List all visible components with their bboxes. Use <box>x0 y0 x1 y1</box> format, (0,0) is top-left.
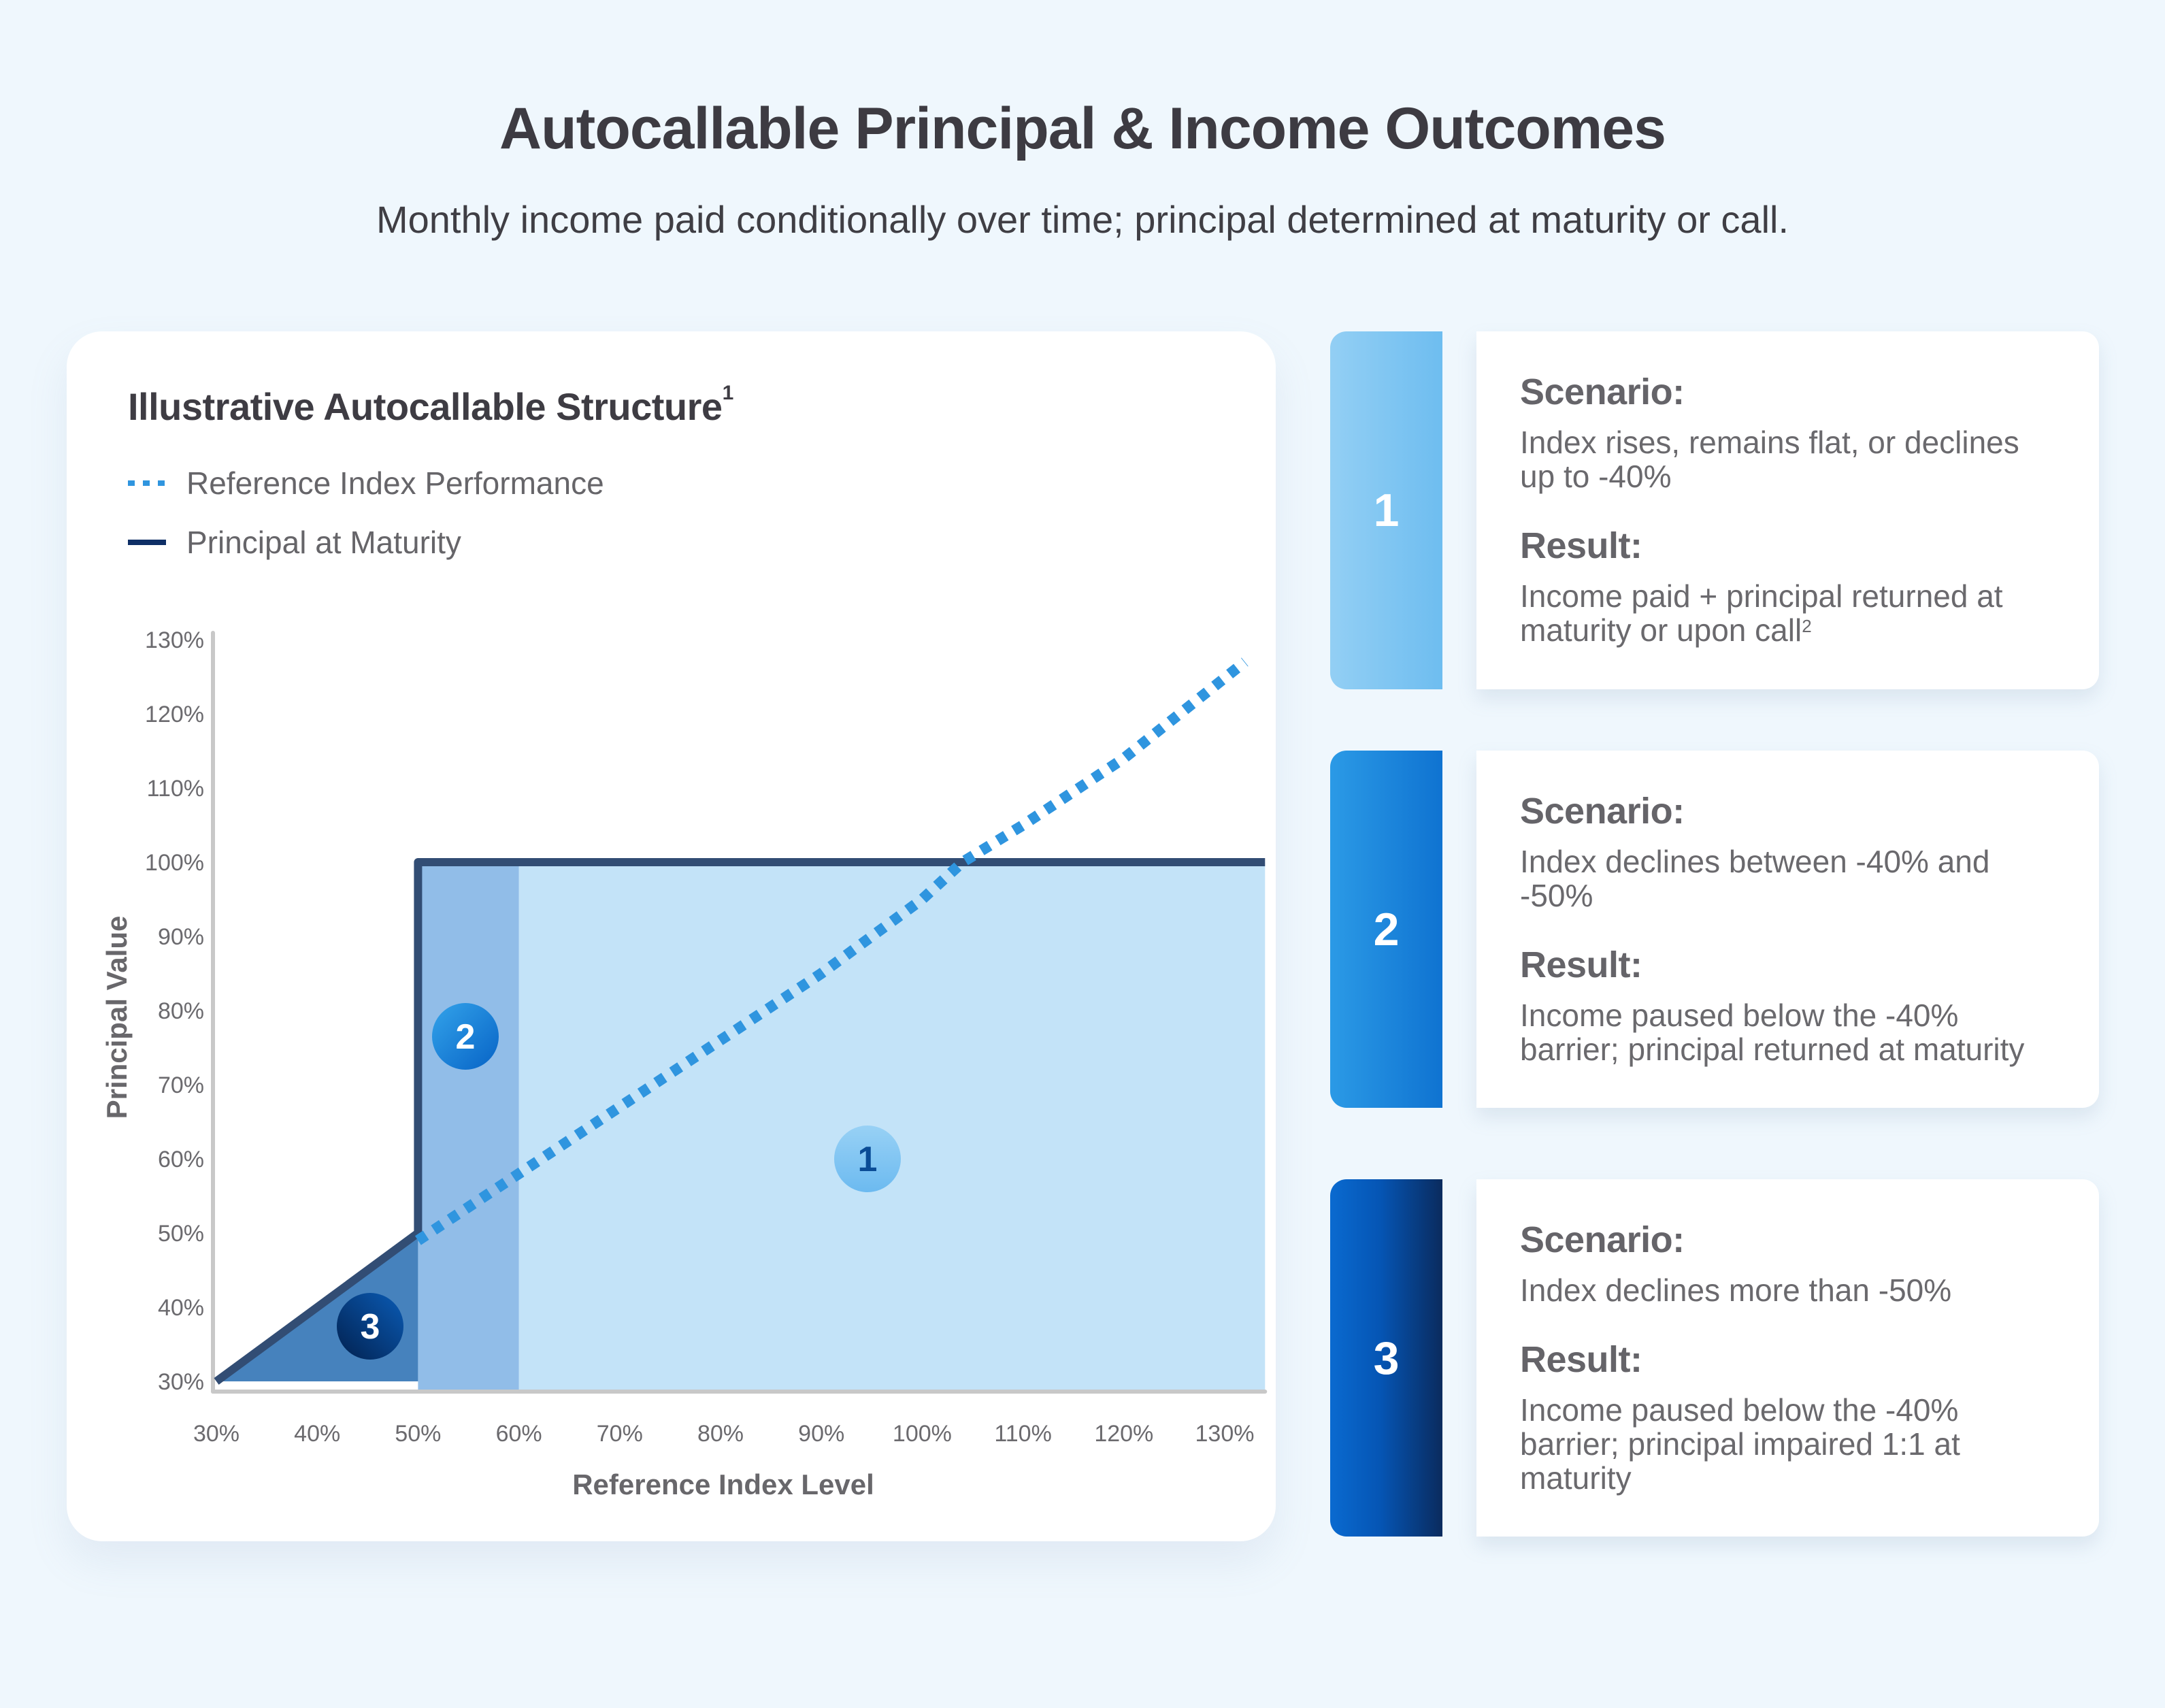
scenario-label: Scenario: <box>1520 1219 1685 1260</box>
region-2-marker-label: 2 <box>456 1017 476 1057</box>
footnote-marker: 1 <box>722 382 734 404</box>
chart-title-text: Illustrative Autocallable Structure <box>128 385 723 428</box>
x-tick-label: 50% <box>395 1421 441 1447</box>
page-title: Autocallable Principal & Income Outcomes <box>499 96 1666 161</box>
scenario-text: Index rises, remains flat, or declines u… <box>1520 425 2019 494</box>
scenario-2-number-bar: 2 <box>1330 751 1442 1108</box>
principal-at-maturity-line <box>214 858 1266 1385</box>
chart-title: Illustrative Autocallable Structure1 <box>128 382 734 429</box>
scenario-number: 2 <box>1373 903 1400 955</box>
chart-card: Illustrative Autocallable Structure1 Ref… <box>67 331 1276 1541</box>
legend-item-principal: Principal at Maturity <box>128 524 461 561</box>
y-tick-label: 40% <box>158 1295 204 1321</box>
legend-item-index: Reference Index Performance <box>128 465 604 502</box>
x-tick-label: 100% <box>893 1421 952 1447</box>
legend-label: Reference Index Performance <box>186 465 604 501</box>
y-tick-label: 100% <box>145 850 204 876</box>
x-tick-label: 60% <box>496 1421 542 1447</box>
page-subtitle: Monthly income paid conditionally over t… <box>376 198 1789 241</box>
x-tick-label: 70% <box>597 1421 643 1447</box>
y-tick-label: 80% <box>158 998 204 1024</box>
legend-label: Principal at Maturity <box>186 525 461 560</box>
region-2-marker <box>432 1003 499 1070</box>
x-tick-label: 80% <box>697 1421 744 1447</box>
result-label: Result: <box>1520 945 1642 985</box>
footnote-marker: 2 <box>1802 616 1812 636</box>
region-3-marker <box>337 1293 403 1360</box>
y-tick-label: 60% <box>158 1147 204 1172</box>
region-3-marker-label: 3 <box>361 1307 380 1347</box>
result-text: Income paid + principal returned at matu… <box>1520 579 2058 647</box>
region-2 <box>418 862 519 1392</box>
region-1 <box>518 862 1266 1392</box>
scenario-3-card: Scenario: Index declines more than -50% … <box>1476 1179 2099 1537</box>
x-tick-label: 30% <box>193 1421 239 1447</box>
y-tick-label: 90% <box>158 924 204 950</box>
payoff-chart: 30% 40% 50% 60% 70% 80% 90% 100% 110% 120% 130% 30%… <box>101 627 1268 1500</box>
dotted-line-icon <box>128 480 166 486</box>
result-label: Result: <box>1520 525 1642 566</box>
y-tick-label: 130% <box>145 627 204 653</box>
y-tick-label: 120% <box>145 702 204 727</box>
result-text: Income paused below the -40% barrier; pr… <box>1520 998 2025 1067</box>
y-tick-label: 70% <box>158 1072 204 1098</box>
scenario-label: Scenario: <box>1520 372 1685 412</box>
y-axis-title: Principal Value <box>101 916 133 1119</box>
x-tick-label: 40% <box>294 1421 340 1447</box>
y-tick-label: 30% <box>158 1369 204 1395</box>
scenario-label: Scenario: <box>1520 791 1685 832</box>
scenario-3-number-bar: 3 <box>1330 1179 1442 1537</box>
result-text: Income paused below the -40% barrier; pr… <box>1520 1392 1960 1496</box>
x-tick-label: 110% <box>994 1421 1051 1447</box>
scenario-text: Index declines more than -50% <box>1520 1272 1952 1308</box>
scenario-1-number-bar: 1 <box>1330 331 1442 689</box>
x-axis-title: Reference Index Level <box>572 1468 874 1500</box>
result-text-body: Income paid + principal returned at matu… <box>1520 578 2003 648</box>
result-label: Result: <box>1520 1339 1642 1380</box>
scenario-number: 1 <box>1373 485 1400 536</box>
solid-line-icon <box>128 540 166 545</box>
scenario-2-card: Scenario: Index declines between -40% an… <box>1476 751 2099 1108</box>
scenario-1-card: Scenario: Index rises, remains flat, or … <box>1476 331 2099 689</box>
y-tick-label: 50% <box>158 1221 204 1247</box>
x-tick-label: 90% <box>798 1421 844 1447</box>
scenario-text: Index declines between -40% and -50% <box>1520 844 1990 913</box>
region-1-marker-label: 1 <box>858 1140 878 1179</box>
x-tick-label: 130% <box>1195 1421 1255 1447</box>
scenario-number: 3 <box>1373 1332 1400 1384</box>
x-tick-label: 120% <box>1094 1421 1153 1447</box>
y-tick-label: 110% <box>147 776 204 802</box>
region-1-marker <box>834 1126 901 1192</box>
